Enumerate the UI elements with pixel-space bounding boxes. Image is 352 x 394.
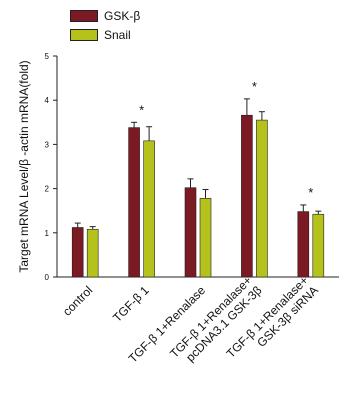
bar-snail [143, 140, 155, 278]
legend-item-gsk: GSK-β [70, 6, 140, 25]
legend-swatch-snail [70, 28, 98, 41]
y-tick-label: 0 [45, 273, 50, 282]
bar-gsk [241, 114, 253, 278]
significance-marker: * [252, 79, 257, 94]
x-tick-label: control [60, 283, 95, 318]
x-tick-label: TGF-β 1+Renalase+pcDNA3.1 GSK-3β [167, 273, 264, 370]
bar-snail [86, 228, 99, 278]
bar-snail [312, 213, 325, 278]
x-tick-label-line: control [60, 283, 95, 318]
legend-swatch-gsk [70, 9, 98, 22]
y-tick-label: 4 [45, 96, 50, 105]
y-tick-label: 1 [45, 229, 50, 238]
bar-gsk [128, 127, 140, 278]
bar-gsk [297, 211, 310, 278]
x-tick-label-line: TGF-β 1 [110, 283, 152, 325]
x-tick-label: TGF-β 1 [110, 283, 152, 325]
bar-gsk [184, 187, 197, 278]
y-tick-label: 5 [45, 52, 50, 61]
legend-label-gsk: GSK-β [104, 8, 141, 23]
y-axis-label: Target mRNA Level/β -actin mRNA(fold) [17, 60, 31, 272]
legend-label-snail: Snail [104, 27, 131, 42]
y-tick-label: 2 [45, 185, 50, 194]
significance-marker: * [308, 185, 313, 200]
bar-gsk [71, 227, 84, 278]
legend-item-snail: Snail [70, 25, 140, 44]
bar-snail [256, 119, 268, 278]
bar-snail [199, 198, 212, 278]
legend: GSK-β Snail [70, 6, 140, 44]
significance-marker: * [139, 102, 144, 117]
y-tick-label: 3 [45, 140, 50, 149]
